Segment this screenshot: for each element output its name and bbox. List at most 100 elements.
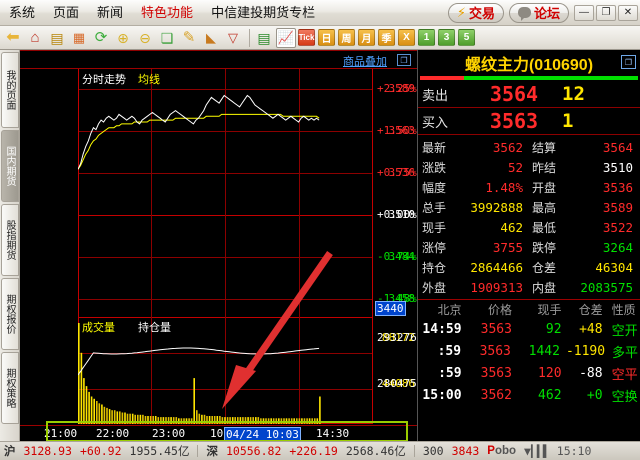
chart-title-intraday: 分时走势 [82,74,126,86]
pencil-icon[interactable]: ✎ [182,29,196,46]
tick-row[interactable]: 15:00 3562 462 +0 空换 [418,384,640,406]
period-custom-button[interactable]: X [398,29,415,46]
tick-time: :59 [437,343,462,359]
volume-bar-chart [78,323,321,424]
price-axis-tick: 3510 [388,208,416,221]
tick-volume: 120 [538,365,562,381]
calendar-icon[interactable]: ▦ [72,30,86,45]
alarm-icon[interactable]: ◣ [206,30,216,45]
hs300-value: 3843 [451,444,480,458]
tick-table-header: 北京 价格 现手 仓差 性质 [418,299,640,318]
chart-area[interactable]: 商品叠加 ❐ 分时走势 均线 3589 3563 3536 3510 3 [20,50,423,442]
menu-item-page[interactable]: 页面 [53,4,80,20]
tick-row[interactable]: :59 3563 120 -88 空平 [418,362,640,384]
price-axis-tick: 3589 [388,82,416,95]
period-month-button[interactable]: 月 [358,29,375,46]
quote-table-icon[interactable]: ▤ [257,29,271,46]
period-5min-button[interactable]: 5 [458,29,475,46]
price-axis-tick: 3484 [388,250,416,263]
chart-title-ma: 均线 [138,74,160,86]
status-separator-2 [413,445,415,457]
quote-stat-label: 幅度 [422,180,447,195]
quote-stat-label: 内盘 [532,280,557,295]
tick-oi-change: -88 [579,365,603,381]
commodity-overlay-link[interactable]: 商品叠加 [343,56,387,68]
period-1min-button[interactable]: 1 [418,29,435,46]
sidebar-item-index-futures[interactable]: 股指期货 [1,204,19,276]
menu-item-system[interactable]: 系统 [9,4,36,20]
crosshair-time-label: 04/24 10:03 [224,427,301,442]
gridline [299,69,300,317]
tick-kind: 空换 [611,388,638,404]
volume-axis-tick: 44086 [381,377,415,390]
sh-index-amount: 1955.45亿 [129,444,190,458]
tick-volume: 92 [545,321,562,337]
price-pane-right-border [372,69,373,317]
period-day-button[interactable]: 日 [318,29,335,46]
quote-stat-value: 462 [500,219,523,235]
volume-pane-right-border [372,317,373,424]
period-tick-button[interactable]: Tick [298,29,315,46]
quote-stat-row: 涨跌 52 昨结 3510 [418,157,640,177]
minimize-button[interactable]: — [574,4,594,21]
home-icon[interactable]: ⌂ [30,29,40,46]
tick-kind: 多平 [611,344,638,360]
chart-selection-border [46,421,408,442]
tick-oi-change: +0 [586,387,603,403]
sidebar-item-my-page[interactable]: 我的页面 [1,52,19,128]
period-week-button[interactable]: 周 [338,29,355,46]
chart-icon[interactable]: 📈 [276,27,296,48]
tick-price: 3562 [480,387,512,403]
refresh-icon[interactable]: ⟳ [94,29,108,46]
trade-button-label: 交易 [468,6,495,21]
back-arrow-icon[interactable]: ⬅ [6,28,20,46]
tick-oi-change: +48 [579,321,603,337]
tick-kind: 空平 [611,366,638,382]
notes-icon[interactable]: ▤ [50,29,64,46]
tick-col-time: 北京 [437,302,462,317]
price-axis-tick: 3536 [388,166,416,179]
tick-col-kind: 性质 [611,302,636,317]
zoom-out-icon[interactable]: ⊖ [139,29,151,46]
quote-stat-label: 总手 [422,200,447,215]
zoom-in-icon[interactable]: ⊕ [117,29,129,46]
quote-stat-label: 现手 [422,220,447,235]
ask-label: 卖出 [422,87,449,103]
time-tick: 23:00 [152,427,186,440]
open-interest-label: 持仓量 [138,322,171,334]
filter-icon[interactable]: ▽ [228,30,238,45]
crosshair-price-label: 3440 [375,301,406,316]
sidebar-item-option-strategy[interactable]: 期权策略 [1,352,19,424]
volume-pane[interactable]: 成交量 持仓量 88172 44086 2932760 2804756 [20,317,423,425]
tick-time: 14:59 [422,321,462,337]
forum-button[interactable]: 论坛 [508,2,569,23]
percent-axis-tick: +0.00% [377,208,417,221]
volume-axis-tick: 88172 [381,331,415,344]
period-3min-button[interactable]: 3 [438,29,455,46]
tick-oi-change: -1190 [565,343,606,359]
price-pane-left-border [78,69,79,317]
tick-table[interactable]: 14:59 3563 92 +48 空开:59 3563 1442 -1190 多平:59 356… [418,318,640,406]
sidebar: 我的页面 国内期货 股指期货 期权报价 期权策略 [0,50,20,441]
tick-price: 3563 [479,343,511,359]
menu-item-news[interactable]: 新闻 [97,4,124,20]
sidebar-item-option-quotes[interactable]: 期权报价 [1,278,19,350]
sidebar-item-domestic-futures[interactable]: 国内期货 [1,130,19,202]
quote-stat-label: 昨结 [532,160,557,175]
close-button[interactable]: ✕ [618,4,638,21]
chart-expand-icon[interactable]: ❐ [397,54,411,66]
quote-stat-label: 涨跌 [422,160,447,175]
quote-expand-icon[interactable]: ❐ [621,55,636,69]
layers-icon[interactable]: ❏ [160,29,174,46]
period-quarter-button[interactable]: 季 [378,29,395,46]
status-separator-1 [197,445,199,457]
tick-row[interactable]: :59 3563 1442 -1190 多平 [418,340,640,362]
trade-button[interactable]: ⚡ 交易 [447,2,504,23]
menu-item-features[interactable]: 特色功能 [141,4,194,20]
tick-price: 3563 [480,365,512,381]
maximize-button[interactable]: ❐ [596,4,616,21]
tick-row[interactable]: 14:59 3563 92 +48 空开 [418,318,640,340]
price-pane[interactable]: 分时走势 均线 3589 3563 3536 3510 3484 3458 +2… [20,69,417,317]
menu-item-citic-column[interactable]: 中信建投期货专栏 [211,4,316,20]
